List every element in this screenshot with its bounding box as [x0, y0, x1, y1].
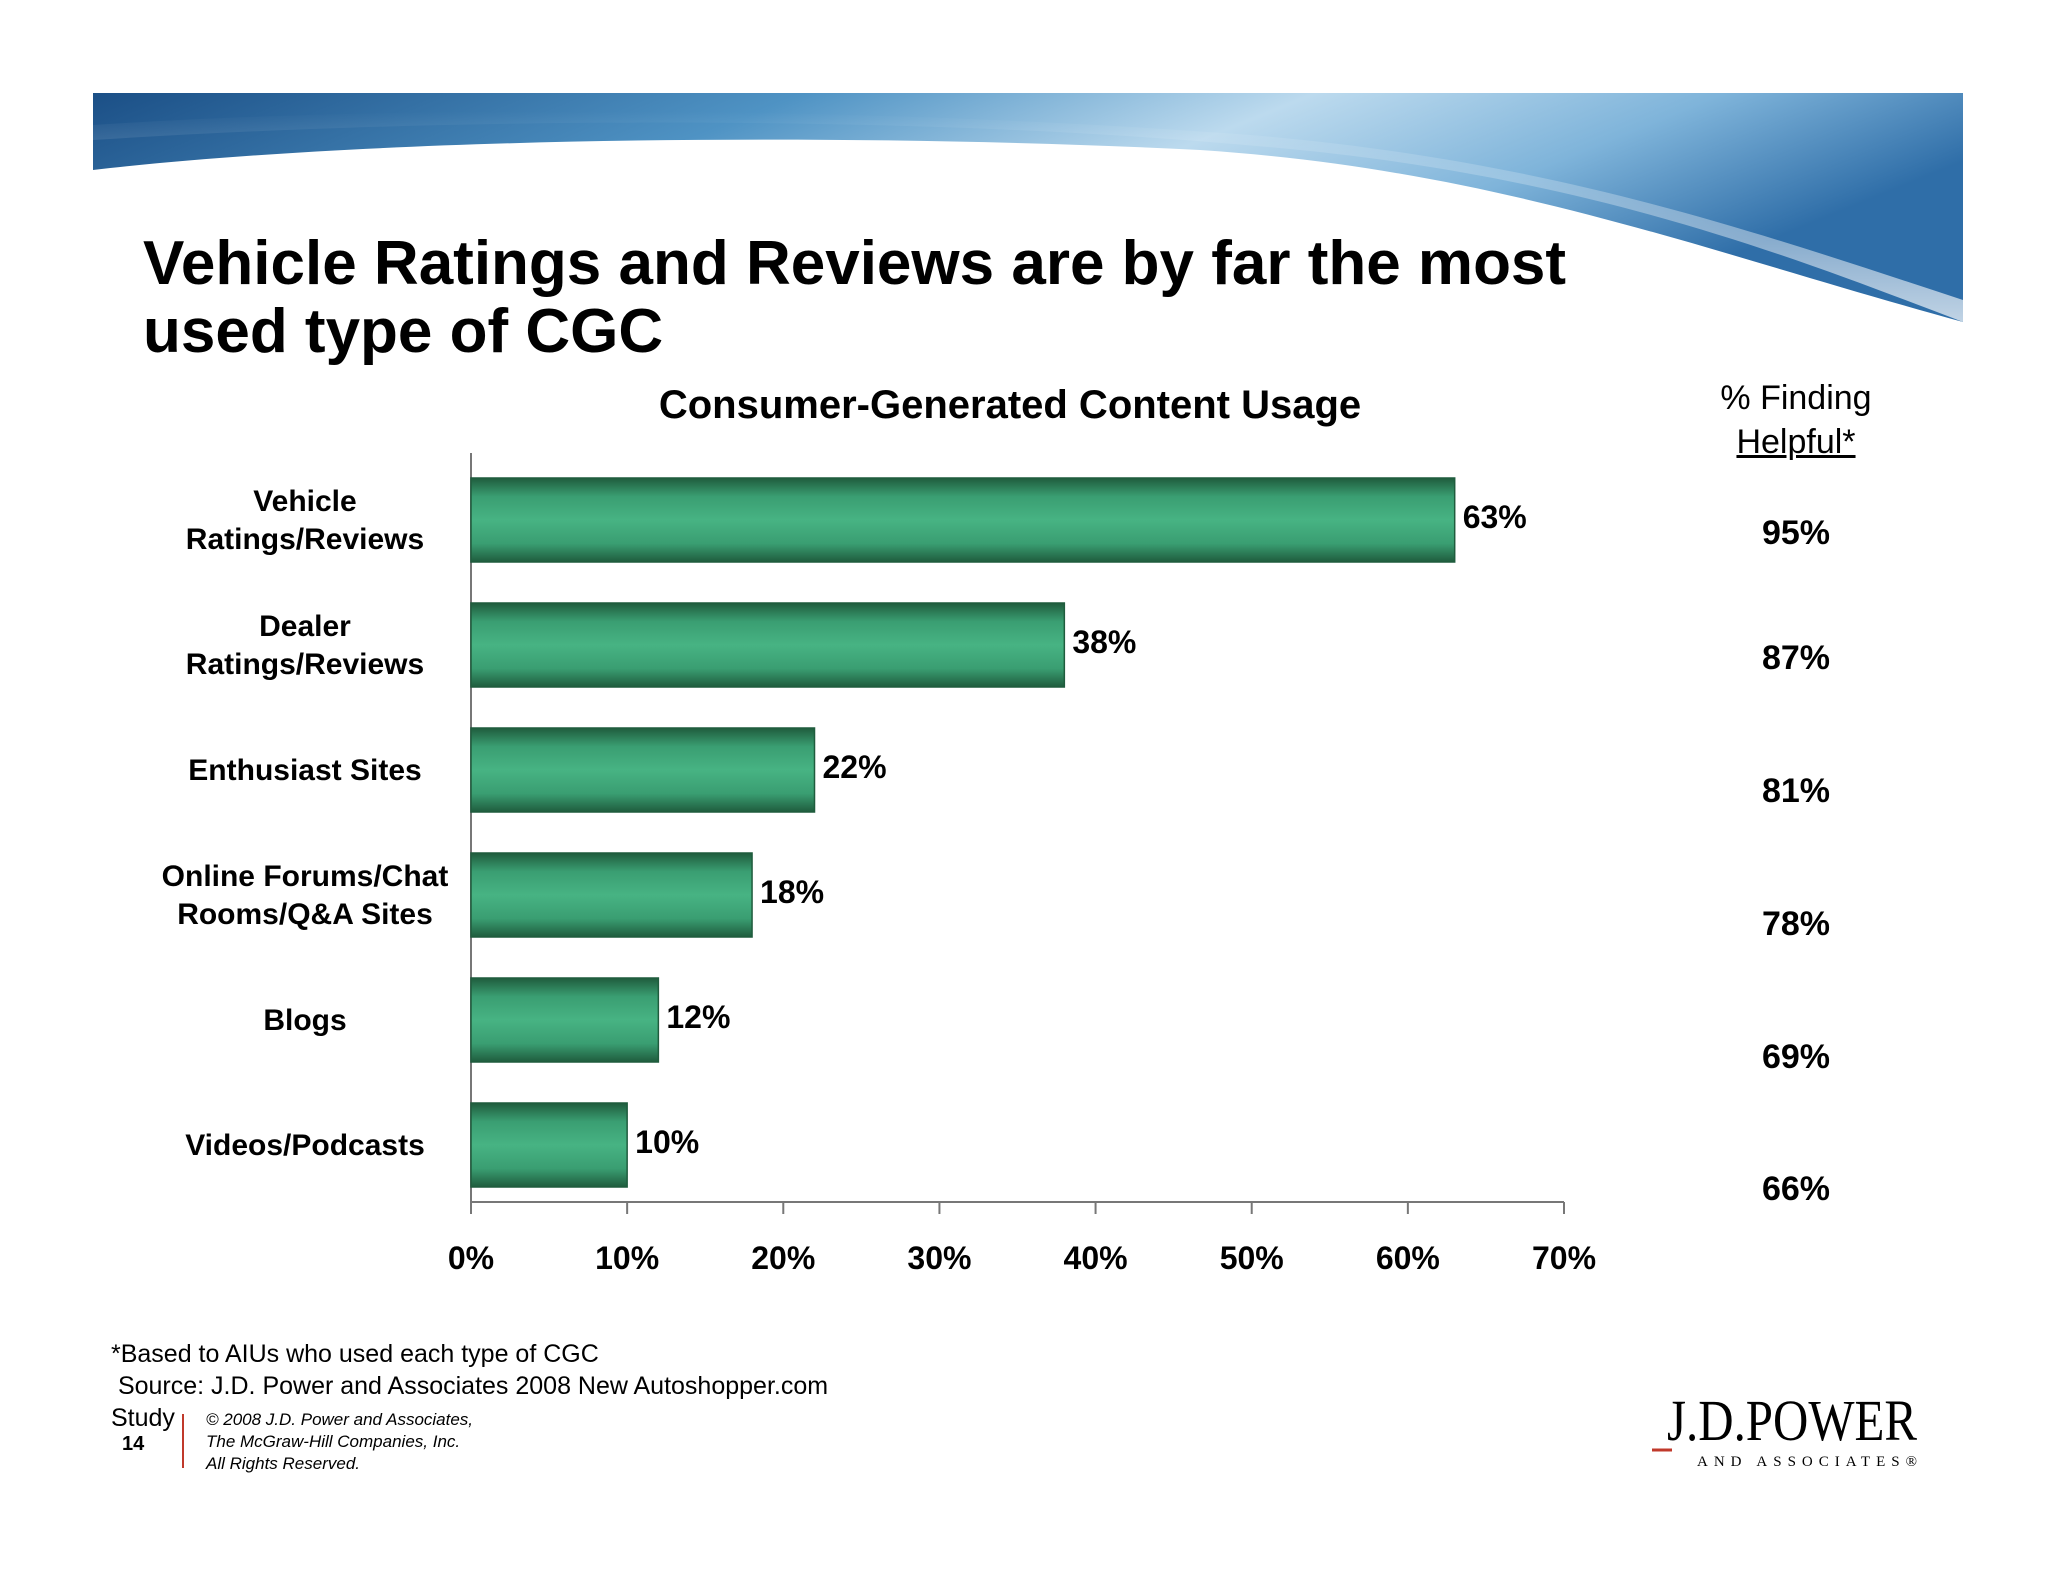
helpful-header-line1: % Finding [1720, 379, 1872, 417]
footnote-line: *Based to AIUs who used each type of CGC [111, 1340, 599, 1368]
bar-value-label: 18% [760, 874, 824, 910]
category-label: Vehicle [253, 485, 356, 518]
x-tick-label: 10% [595, 1240, 659, 1276]
helpful-value: 95% [1761, 514, 1831, 552]
bar-value-label: 12% [666, 999, 730, 1035]
helpful-value: 66% [1761, 1170, 1831, 1208]
category-label: Ratings/Reviews [186, 523, 424, 556]
copyright-line: The McGraw-Hill Companies, Inc. [206, 1432, 461, 1451]
bar-value-label: 38% [1072, 624, 1136, 660]
category-label: Ratings/Reviews [186, 648, 424, 681]
chart-title: Consumer-Generated Content Usage [659, 383, 1361, 427]
x-tick-label: 0% [448, 1240, 494, 1276]
bar-value-label: 10% [635, 1124, 699, 1160]
x-tick-label: 30% [907, 1240, 971, 1276]
category-label: Rooms/Q&A Sites [177, 898, 433, 931]
bar [470, 477, 1456, 563]
helpful-header-line2: Helpful* [1736, 423, 1856, 461]
x-tick-label: 50% [1220, 1240, 1284, 1276]
footnote: *Based to AIUs who used each type of CGC… [111, 1338, 1011, 1434]
slide-title-line: used type of CGC [143, 297, 664, 366]
bar-value-label: 22% [823, 749, 887, 785]
category-label: Dealer [259, 610, 351, 643]
x-tick-label: 70% [1532, 1240, 1596, 1276]
x-tick-label: 60% [1376, 1240, 1440, 1276]
category-label: Online Forums/Chat [162, 860, 449, 893]
helpful-value: 78% [1761, 905, 1831, 943]
helpful-value: 69% [1761, 1038, 1831, 1076]
x-tick-label: 20% [751, 1240, 815, 1276]
copyright-line: All Rights Reserved. [206, 1454, 361, 1473]
plot-area: 0% 10% 20% 30% 40% 50% 60% 70% 63% Vehicle Ratings… [162, 453, 1596, 1276]
category-label: Blogs [263, 1004, 346, 1037]
bar [470, 852, 753, 938]
svg-text:J.D.POWER: J.D.POWER [1667, 1392, 1917, 1453]
helpful-value: 81% [1761, 772, 1831, 810]
helpful-value: 87% [1761, 639, 1831, 677]
bar [470, 977, 660, 1063]
page-number: 14 [122, 1433, 145, 1455]
bar [470, 602, 1066, 688]
footnote-line: Study [111, 1404, 175, 1432]
svg-text:AND ASSOCIATES®: AND ASSOCIATES® [1697, 1454, 1923, 1470]
bar-value-label: 63% [1463, 499, 1527, 535]
category-label: Enthusiast Sites [188, 754, 421, 787]
jd-power-logo: J.D.POWER AND ASSOCIATES® [1652, 1392, 1923, 1470]
footnote-line: Source: J.D. Power and Associates 2008 N… [111, 1372, 829, 1400]
copyright-line: © 2008 J.D. Power and Associates, [206, 1410, 474, 1429]
footer-divider [182, 1414, 184, 1468]
bar [470, 727, 816, 813]
copyright-notice: © 2008 J.D. Power and Associates, The Mc… [206, 1409, 473, 1475]
bar [470, 1102, 628, 1188]
usage-bar-chart: Consumer-Generated Content Usage 0% 10% 20… [162, 383, 1596, 1276]
slide-title: Vehicle Ratings and Reviews are by far t… [143, 230, 1703, 366]
helpful-column-header: % Finding Helpful* [1640, 376, 1952, 464]
category-label: Videos/Podcasts [185, 1129, 425, 1162]
header-banner [93, 93, 1963, 322]
slide-title-line: Vehicle Ratings and Reviews are by far t… [143, 229, 1567, 298]
x-tick-label: 40% [1064, 1240, 1128, 1276]
